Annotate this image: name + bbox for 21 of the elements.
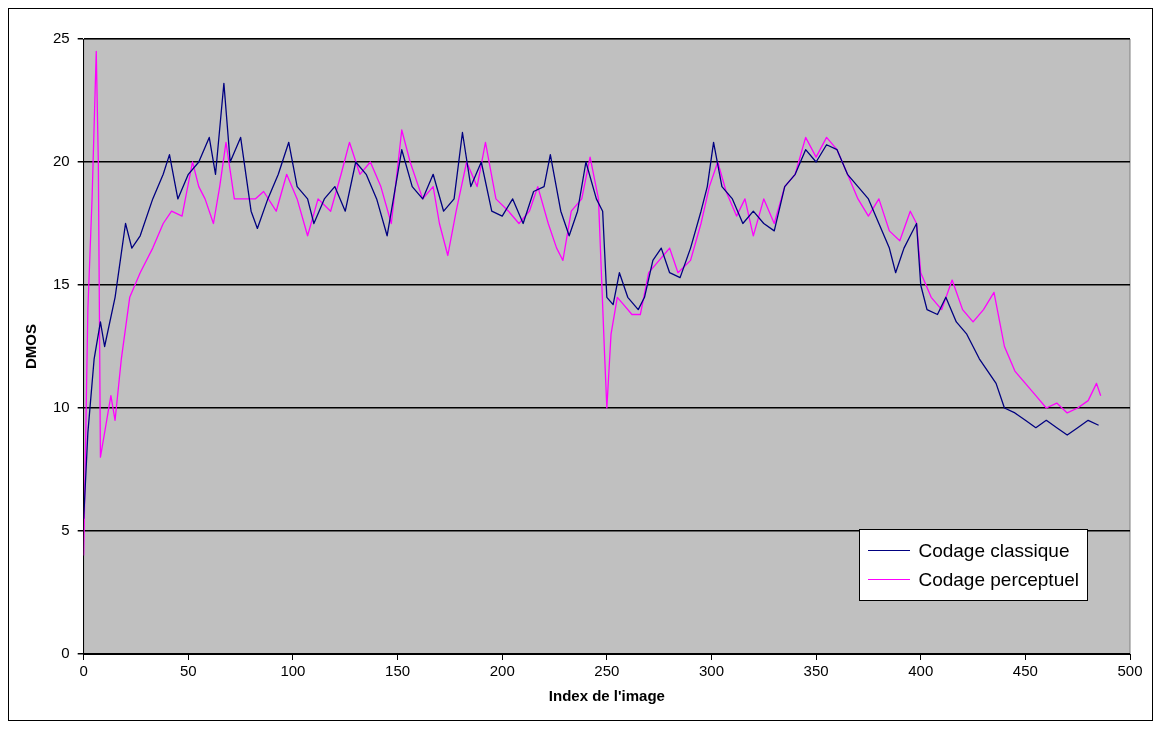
x-tick-label: 300 [698, 662, 724, 680]
x-tick-label: 100 [280, 662, 306, 680]
x-tick-label: 200 [489, 662, 515, 680]
x-tick-label: 150 [385, 662, 411, 680]
x-axis-title: Index de l'image [548, 687, 665, 705]
y-tick-label: 25 [53, 29, 70, 47]
x-tick-label: 50 [179, 662, 197, 680]
y-tick-label: 20 [53, 152, 70, 170]
x-tick-label: 400 [908, 662, 934, 680]
x-tick-label: 350 [803, 662, 829, 680]
y-tick-label: 15 [53, 275, 70, 293]
x-tick-label: 500 [1117, 662, 1143, 680]
x-tick-label: 0 [79, 662, 88, 680]
y-tick-label: 5 [61, 521, 70, 539]
x-tick-label: 250 [594, 662, 620, 680]
y-axis-title: DMOS [22, 324, 40, 369]
legend-label: Codage classique [918, 539, 1070, 563]
y-tick-label: 0 [61, 644, 70, 662]
x-tick-label: 450 [1012, 662, 1038, 680]
y-tick-label: 10 [53, 398, 70, 416]
legend-label: Codage perceptuel [918, 568, 1079, 592]
